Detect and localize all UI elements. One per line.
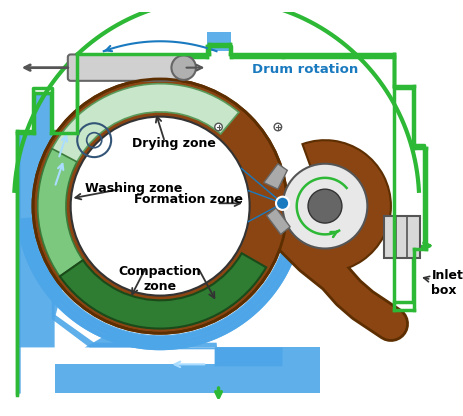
Polygon shape: [267, 208, 290, 234]
Wedge shape: [38, 149, 83, 276]
Polygon shape: [23, 230, 297, 346]
Polygon shape: [17, 218, 304, 350]
Circle shape: [308, 189, 342, 223]
Polygon shape: [207, 32, 231, 51]
Wedge shape: [49, 84, 239, 166]
Circle shape: [282, 164, 367, 248]
Polygon shape: [55, 347, 320, 393]
Polygon shape: [27, 229, 293, 341]
Circle shape: [215, 123, 222, 131]
Circle shape: [71, 116, 250, 296]
Polygon shape: [18, 93, 75, 393]
Circle shape: [276, 197, 289, 210]
Text: Compaction
zone: Compaction zone: [119, 265, 201, 292]
Circle shape: [171, 55, 196, 80]
Text: Inlet
box: Inlet box: [432, 269, 463, 297]
Text: Drying zone: Drying zone: [132, 136, 216, 150]
Text: Washing zone: Washing zone: [85, 182, 182, 195]
Text: Formation zone: Formation zone: [134, 193, 243, 206]
Circle shape: [33, 79, 288, 333]
FancyBboxPatch shape: [384, 215, 420, 258]
Text: Drum rotation: Drum rotation: [252, 63, 359, 76]
Wedge shape: [60, 253, 266, 329]
Polygon shape: [18, 230, 302, 350]
Polygon shape: [85, 320, 282, 366]
Polygon shape: [264, 164, 288, 189]
Polygon shape: [18, 93, 219, 394]
FancyBboxPatch shape: [68, 54, 187, 81]
Circle shape: [274, 123, 282, 131]
Wedge shape: [302, 140, 391, 272]
